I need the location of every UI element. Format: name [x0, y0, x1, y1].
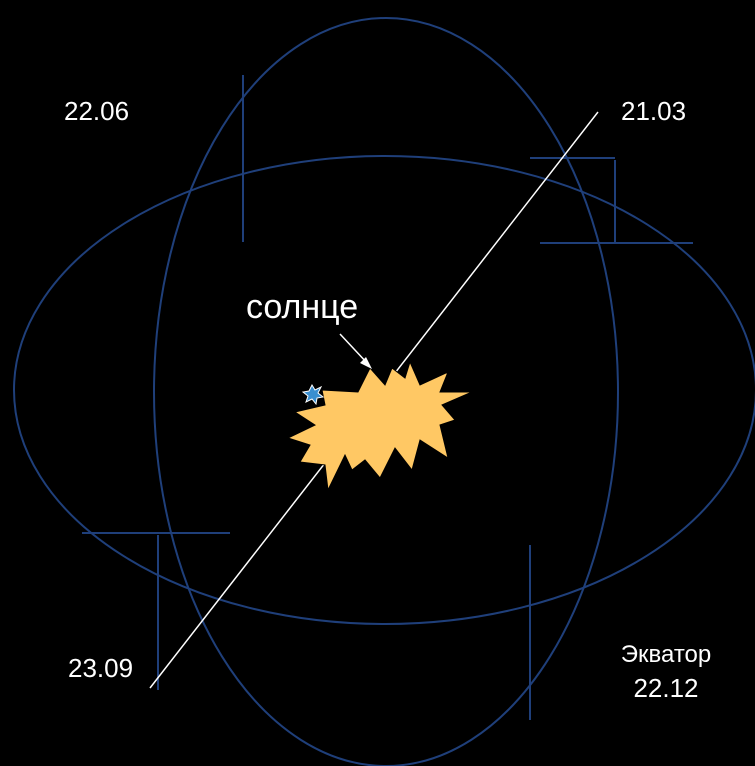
label-september: 23.09	[68, 653, 133, 683]
earth	[301, 383, 325, 406]
label-sun: солнце	[246, 288, 358, 326]
label-equator: Экватор	[621, 641, 711, 668]
markers	[82, 75, 693, 720]
orbit-horizontal	[13, 155, 755, 625]
orbit-vertical	[153, 17, 619, 766]
arrow-head	[360, 357, 372, 369]
arrow	[339, 333, 369, 365]
sun	[286, 360, 473, 492]
label-march: 21.03	[621, 96, 686, 126]
label-december: 22.12	[633, 673, 698, 703]
label-june: 22.06	[64, 96, 129, 126]
